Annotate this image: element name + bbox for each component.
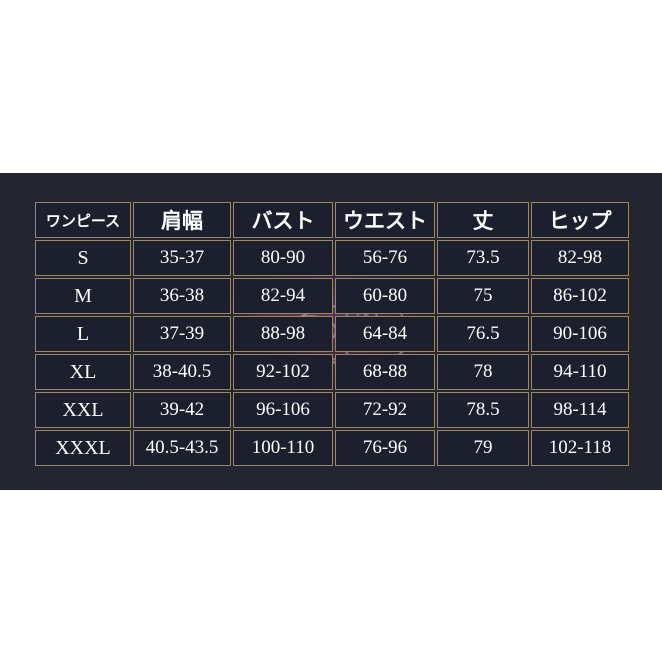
cell-size: L	[35, 316, 131, 352]
cell-hip: 102-118	[531, 430, 629, 466]
cell-length: 76.5	[437, 316, 529, 352]
cell-bust: 96-106	[233, 392, 333, 428]
cell-hip: 90-106	[531, 316, 629, 352]
table-row: XL 38-40.5 92-102 68-88 78 94-110	[35, 354, 629, 390]
cell-bust: 82-94	[233, 278, 333, 314]
cell-bust: 80-90	[233, 240, 333, 276]
cell-waist: 64-84	[335, 316, 435, 352]
cell-waist: 60-80	[335, 278, 435, 314]
column-header-waist: ウエスト	[335, 202, 435, 238]
cell-size: XXL	[35, 392, 131, 428]
cell-bust: 92-102	[233, 354, 333, 390]
cell-shoulder: 35-37	[133, 240, 231, 276]
cell-size: XXXL	[35, 430, 131, 466]
cell-hip: 98-114	[531, 392, 629, 428]
cell-bust: 88-98	[233, 316, 333, 352]
cell-shoulder: 40.5-43.5	[133, 430, 231, 466]
table-row: L 37-39 88-98 64-84 76.5 90-106	[35, 316, 629, 352]
table-row: S 35-37 80-90 56-76 73.5 82-98	[35, 240, 629, 276]
cell-hip: 86-102	[531, 278, 629, 314]
column-header-shoulder: 肩幅	[133, 202, 231, 238]
cell-length: 75	[437, 278, 529, 314]
table-header-row: ワンピース 肩幅 バスト ウエスト 丈 ヒップ	[35, 202, 629, 238]
cell-length: 78	[437, 354, 529, 390]
cell-shoulder: 38-40.5	[133, 354, 231, 390]
cell-shoulder: 39-42	[133, 392, 231, 428]
cell-size: S	[35, 240, 131, 276]
cell-hip: 94-110	[531, 354, 629, 390]
table-row: XXL 39-42 96-106 72-92 78.5 98-114	[35, 392, 629, 428]
cell-waist: 72-92	[335, 392, 435, 428]
table-row: M 36-38 82-94 60-80 75 86-102	[35, 278, 629, 314]
cell-length: 73.5	[437, 240, 529, 276]
column-header-hip: ヒップ	[531, 202, 629, 238]
cell-shoulder: 37-39	[133, 316, 231, 352]
cell-length: 78.5	[437, 392, 529, 428]
size-chart-table: ワンピース 肩幅 バスト ウエスト 丈 ヒップ S 35-37 80-90 56…	[33, 200, 631, 468]
cell-length: 79	[437, 430, 529, 466]
cell-bust: 100-110	[233, 430, 333, 466]
column-header-bust: バスト	[233, 202, 333, 238]
column-header-length: 丈	[437, 202, 529, 238]
cell-waist: 56-76	[335, 240, 435, 276]
cell-waist: 76-96	[335, 430, 435, 466]
table-row: XXXL 40.5-43.5 100-110 76-96 79 102-118	[35, 430, 629, 466]
product-image-panel: SOGEN.JP ワンピース 肩幅 バスト ウエスト 丈 ヒップ S	[0, 173, 662, 490]
cell-size: M	[35, 278, 131, 314]
cell-hip: 82-98	[531, 240, 629, 276]
cell-waist: 68-88	[335, 354, 435, 390]
cell-shoulder: 36-38	[133, 278, 231, 314]
column-header-garment: ワンピース	[35, 202, 131, 238]
cell-size: XL	[35, 354, 131, 390]
